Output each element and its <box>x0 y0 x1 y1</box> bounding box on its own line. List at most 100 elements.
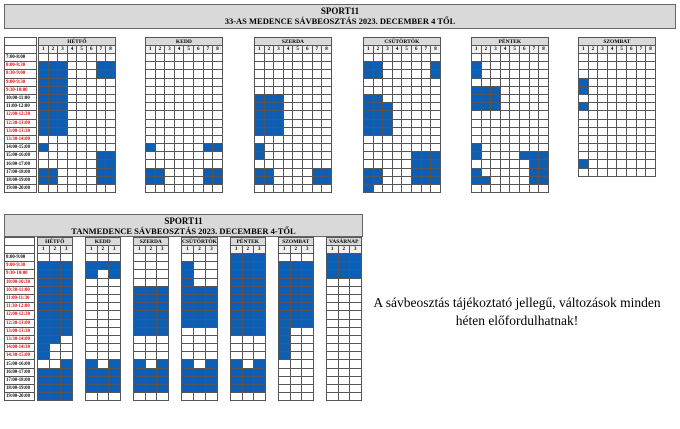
lane-free-cell <box>391 159 403 169</box>
lane-free-cell <box>301 375 314 386</box>
lane-booked-cell <box>192 302 206 312</box>
lane-free-cell <box>625 52 637 63</box>
lane-free-cell <box>401 118 412 128</box>
lane-free-cell <box>301 118 313 128</box>
lane-booked-cell <box>47 126 59 136</box>
lane-number: 2 <box>289 245 302 254</box>
lane-booked-cell <box>144 302 157 312</box>
lane-free-cell <box>509 110 520 120</box>
lane-number: 2 <box>337 245 350 254</box>
lane-booked-cell <box>212 167 223 177</box>
lane-free-cell <box>616 52 627 63</box>
lane-free-cell <box>578 134 589 145</box>
lane-free-cell <box>66 69 78 79</box>
lane-booked-cell <box>253 359 266 369</box>
lane-free-cell <box>212 183 223 194</box>
time-slot-label: 14:30-15:00 <box>4 351 35 361</box>
lane-free-cell <box>154 85 166 95</box>
lane-booked-cell <box>382 102 393 112</box>
lane-number: 2 <box>96 245 109 254</box>
lane-booked-cell <box>253 277 266 287</box>
lane-booked-cell <box>38 110 49 120</box>
lane-free-cell <box>156 392 169 402</box>
lane-free-cell <box>321 159 332 169</box>
lane-free-cell <box>349 367 362 377</box>
lane-booked-cell <box>254 175 265 186</box>
lane-free-cell <box>183 52 194 63</box>
lane-free-cell <box>105 85 116 95</box>
lane-free-cell <box>587 52 599 63</box>
lane-free-cell <box>241 359 254 369</box>
lane-free-cell <box>499 151 511 161</box>
lane-booked-cell <box>278 351 291 361</box>
lane-booked-cell <box>204 310 218 320</box>
lane-booked-cell <box>363 102 374 112</box>
lane-free-cell <box>66 175 78 186</box>
lane-free-cell <box>60 334 73 345</box>
lane-free-cell <box>192 69 204 79</box>
lane-booked-cell <box>145 167 156 177</box>
lane-booked-cell <box>95 69 107 79</box>
lane-free-cell <box>401 143 412 153</box>
lane-booked-cell <box>204 367 218 377</box>
lane-booked-cell <box>372 110 384 120</box>
lane-booked-cell <box>192 383 206 394</box>
lane-free-cell <box>273 52 284 63</box>
lane-free-cell <box>85 302 98 312</box>
lane-free-cell <box>192 334 206 345</box>
lane-free-cell <box>401 52 412 63</box>
lane-booked-cell <box>96 375 109 386</box>
lane-free-cell <box>282 85 294 95</box>
lane-free-cell <box>311 143 323 153</box>
lane-booked-cell <box>48 310 61 320</box>
lane-free-cell <box>192 143 204 153</box>
lane-free-cell <box>430 134 441 145</box>
lane-number: 1 <box>133 245 146 254</box>
lane-booked-cell <box>133 326 146 336</box>
lane-free-cell <box>518 77 530 87</box>
lane-free-cell <box>76 93 87 104</box>
lane-free-cell <box>154 143 166 153</box>
lane-booked-cell <box>528 167 540 177</box>
lane-free-cell <box>391 69 403 79</box>
lane-free-cell <box>164 167 175 177</box>
lane-free-cell <box>289 343 302 353</box>
lane-free-cell <box>337 302 350 312</box>
lane-free-cell <box>538 77 549 87</box>
lane-free-cell <box>401 175 412 186</box>
lane-free-cell <box>490 77 501 87</box>
lane-booked-cell <box>372 93 384 104</box>
lane-free-cell <box>301 52 313 63</box>
lane-free-cell <box>212 93 223 104</box>
lane-free-cell <box>499 85 511 95</box>
lane-free-cell <box>96 293 109 304</box>
lane-free-cell <box>645 110 656 120</box>
lane-free-cell <box>528 183 540 194</box>
lane-booked-cell <box>278 302 291 312</box>
lane-booked-cell <box>144 293 157 304</box>
lane-free-cell <box>192 261 206 271</box>
time-slot-label: 11:00-12:00 <box>4 102 37 112</box>
lane-free-cell <box>145 118 156 128</box>
lane-free-cell <box>321 110 332 120</box>
lane-free-cell <box>471 52 482 63</box>
lane-free-cell <box>96 343 109 353</box>
day-grid-péntek: PÉNTEK 1 2 3 <box>230 237 266 402</box>
lane-number: 2 <box>587 45 599 54</box>
day-grid-kedd: KEDD 1 2 3 <box>85 237 121 402</box>
lane-free-cell <box>57 175 68 186</box>
lane-free-cell <box>85 151 97 161</box>
lane-booked-cell <box>471 85 482 95</box>
lane-booked-cell <box>538 151 549 161</box>
lane-free-cell <box>145 52 156 63</box>
lane-booked-cell <box>241 383 254 394</box>
lane-free-cell <box>349 285 362 295</box>
lane-free-cell <box>635 85 647 95</box>
lane-free-cell <box>85 351 98 361</box>
lane-booked-cell <box>480 102 492 112</box>
lane-booked-cell <box>95 159 107 169</box>
lane-booked-cell <box>230 318 243 328</box>
lane-number: 3 <box>349 245 362 254</box>
lane-number: 3 <box>273 45 284 54</box>
lane-free-cell <box>292 175 303 186</box>
